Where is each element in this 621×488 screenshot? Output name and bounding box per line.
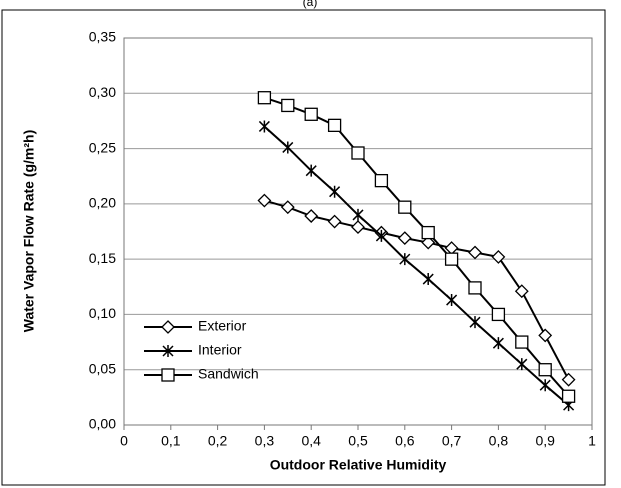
x-tick-label: 0,4 <box>301 433 321 449</box>
marker <box>469 316 481 329</box>
marker <box>398 200 412 214</box>
marker <box>257 91 272 105</box>
marker <box>399 253 411 266</box>
x-tick-label: 1 <box>588 433 596 449</box>
marker <box>515 335 529 349</box>
legend-marker <box>161 368 175 382</box>
x-tick-label: 0,9 <box>535 433 555 449</box>
legend-label: Interior <box>198 342 242 358</box>
x-tick-label: 0,2 <box>208 433 228 449</box>
marker <box>374 173 389 188</box>
marker <box>421 225 435 240</box>
marker <box>304 107 318 121</box>
y-tick-label: 0,05 <box>89 360 116 376</box>
marker <box>375 229 387 242</box>
y-tick-label: 0,10 <box>89 305 116 321</box>
y-tick-label: 0,00 <box>89 416 116 432</box>
marker <box>327 118 342 133</box>
legend-label: Exterior <box>198 318 247 334</box>
marker <box>257 193 272 208</box>
marker <box>468 245 482 260</box>
legend-marker <box>161 320 175 334</box>
marker <box>305 164 317 177</box>
y-tick-label: 0,30 <box>89 84 116 100</box>
marker <box>491 250 506 264</box>
marker <box>304 209 319 223</box>
marker <box>281 98 295 113</box>
y-tick-label: 0,20 <box>89 195 116 211</box>
marker <box>514 284 529 299</box>
x-axis-label: Outdoor Relative Humidity <box>270 457 447 473</box>
marker <box>492 337 504 350</box>
legend-label: Sandwich <box>198 366 259 382</box>
y-tick-label: 0,15 <box>89 250 116 266</box>
marker <box>327 214 342 229</box>
x-tick-label: 0,7 <box>442 433 462 449</box>
marker <box>351 220 365 234</box>
marker <box>561 372 576 387</box>
marker <box>538 363 552 377</box>
marker <box>352 208 364 221</box>
chart-title: (a) <box>303 0 318 9</box>
marker <box>446 294 458 307</box>
marker <box>258 120 270 133</box>
marker <box>329 185 341 198</box>
marker <box>397 231 412 246</box>
marker <box>468 281 482 295</box>
marker <box>516 358 528 371</box>
marker <box>351 146 365 160</box>
legend-marker <box>162 345 174 357</box>
marker <box>491 307 506 322</box>
marker <box>282 141 294 154</box>
x-tick-label: 0,8 <box>489 433 509 449</box>
y-axis-label: Water Vapor Flow Rate (g/m²h) <box>21 130 37 333</box>
y-tick-label: 0,35 <box>89 29 116 45</box>
x-tick-label: 0 <box>120 433 128 449</box>
y-tick-label: 0,25 <box>89 139 116 155</box>
marker <box>422 273 434 286</box>
x-tick-label: 0,5 <box>348 433 368 449</box>
marker <box>280 200 295 215</box>
x-tick-label: 0,3 <box>255 433 275 449</box>
marker <box>561 389 576 403</box>
marker <box>444 252 459 266</box>
x-tick-label: 0,1 <box>161 433 181 449</box>
chart-border <box>1 9 606 486</box>
marker <box>538 328 553 343</box>
marker <box>421 235 436 250</box>
marker <box>539 379 551 392</box>
x-tick-label: 0,6 <box>395 433 415 449</box>
